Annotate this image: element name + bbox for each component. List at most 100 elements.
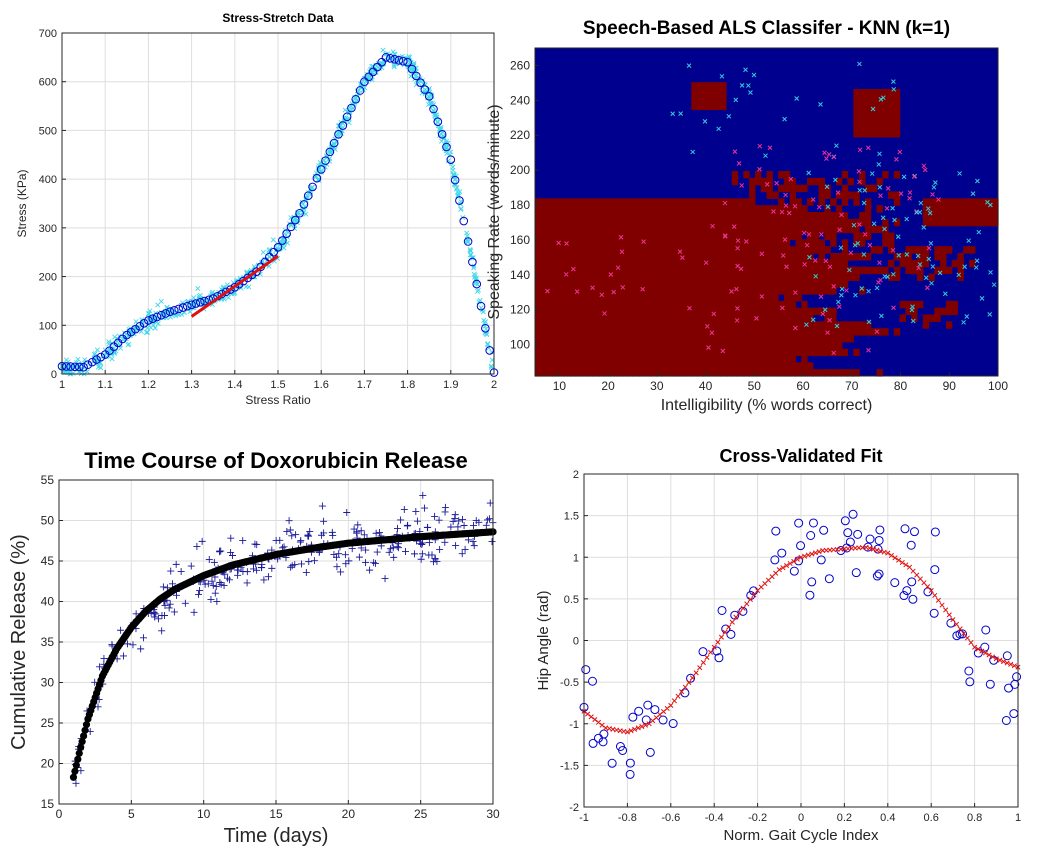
region-cell [708,82,716,90]
region-cell [621,239,629,247]
region-cell [720,348,727,357]
raw-point [75,356,81,362]
measured-point [207,596,215,604]
region-cell [824,205,831,213]
region-cell [766,212,773,220]
region-cell [610,212,617,220]
measured-point [404,521,412,529]
region-cell [754,300,762,309]
region-cell [893,218,901,227]
measured-point [310,557,318,565]
region-cell [772,348,779,357]
y-axis-label: Cumulative Release (%) [8,534,30,750]
region-cell [627,300,634,309]
region-cell [841,266,849,275]
region-cell [737,355,744,363]
raw-point [484,332,490,338]
region-cell [697,225,704,234]
region-cell [569,294,577,302]
region-cell [749,259,756,268]
region-cell [581,212,588,220]
region-cell [760,225,768,234]
measured-point [140,634,148,642]
region-cell [563,321,571,329]
region-cell [824,341,831,350]
region-cell [737,335,744,343]
region-cell [679,225,687,234]
region-cell [749,287,756,295]
region-cell [725,300,733,309]
region-cell [708,341,716,350]
region-cell [633,362,640,370]
sample-point [735,238,741,243]
region-cell [789,321,797,329]
region-cell [610,369,617,377]
model-point [81,726,89,734]
region-cell [656,232,663,240]
region-cell [969,218,976,227]
region-cell [760,362,768,370]
region-cell [697,82,704,90]
measured-point [461,545,469,553]
region-cell [621,232,629,240]
sample-point [819,232,824,237]
region-cell [725,253,733,261]
region-cell [575,205,582,213]
region-cell [760,205,768,213]
region-cell [760,239,768,247]
region-cell [621,198,629,206]
region-cell [731,171,739,179]
region-cell [592,321,600,329]
region-cell [789,355,797,363]
region-cell [731,259,739,268]
region-cell [679,348,687,357]
region-cell [818,253,825,261]
region-cell [974,198,982,206]
region-cell [818,369,825,377]
region-cell [725,348,733,357]
region-cell [980,205,988,213]
region-cell [760,273,768,281]
region-cell [731,198,739,206]
region-cell [853,218,860,227]
region-cell [598,300,606,309]
region-cell [697,102,704,111]
raw-point [454,185,460,191]
sample-point [862,188,868,193]
region-cell [535,314,542,322]
region-cell [604,348,611,357]
region-cell [633,280,640,288]
region-cell [546,348,553,357]
region-cell [575,266,582,275]
sample-point [878,193,883,198]
region-cell [760,259,768,268]
region-cell [697,239,704,247]
chart-title: Speech-Based ALS Classifer - KNN (k=1) [583,18,950,39]
region-cell [679,273,687,281]
sample-point [706,345,711,351]
x-tick-label: 0.2 [837,812,852,824]
region-cell [766,341,773,350]
sample-point [877,260,882,266]
y-tick-label: 700 [39,28,57,40]
region-cell [540,369,548,377]
region-cell [807,348,814,357]
sample-point [897,149,903,155]
region-cell [760,348,768,357]
region-cell [546,225,553,234]
sample-point [857,179,862,185]
region-cell [969,198,976,206]
raw-point [116,333,122,339]
raw-point [467,246,473,252]
sample-point [844,288,849,293]
region-cell [535,198,542,206]
region-cell [731,177,739,186]
region-cell [627,355,634,363]
measured-point [260,576,268,584]
region-cell [702,348,710,357]
region-cell [685,348,692,357]
region-cell [818,328,825,336]
region-cell [905,266,912,275]
region-cell [731,341,739,350]
region-cell [581,273,588,281]
